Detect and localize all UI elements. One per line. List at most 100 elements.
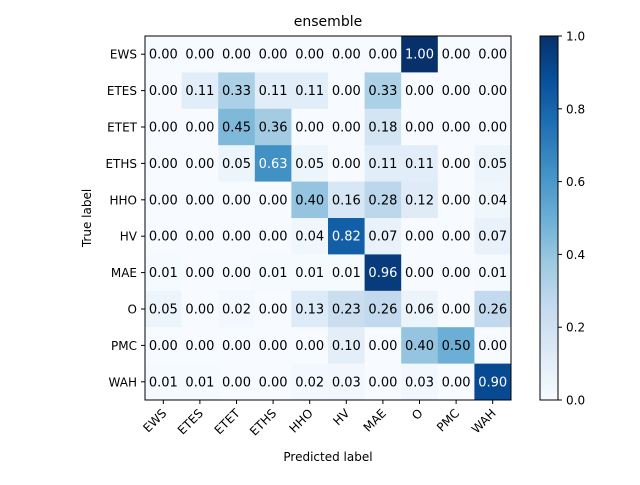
heatmap-cell: [218, 218, 256, 255]
heatmap-cell: [291, 254, 329, 292]
heatmap-cell: [254, 327, 292, 365]
heatmap-cell: [401, 363, 439, 401]
cell-value-label: 0.63: [259, 157, 288, 172]
cell-value-label: 0.00: [405, 121, 434, 136]
heatmap-cell: [181, 181, 219, 219]
cell-value-label: 0.00: [405, 84, 434, 99]
cell-value-label: 0.00: [185, 193, 214, 208]
heatmap-cell: [401, 36, 439, 73]
cell-value-label: 0.00: [368, 339, 397, 354]
cell-value-label: 0.00: [222, 339, 251, 354]
cell-value-label: 0.11: [295, 84, 324, 99]
heatmap-cell: [364, 290, 402, 328]
cell-value-label: 0.00: [295, 339, 324, 354]
colorbar-ticks: 0.0 0.2 0.4 0.6 0.8 1.0: [558, 30, 585, 408]
cell-value-label: 0.00: [442, 121, 471, 136]
heatmap-cell: [474, 363, 512, 401]
heatmap-cell: [254, 254, 292, 292]
y-tick-label: O: [128, 303, 137, 317]
heatmap-cell: [364, 327, 402, 365]
heatmap-cell: [291, 108, 329, 146]
cell-value-label: 0.12: [405, 193, 434, 208]
cell-value-label: 0.00: [442, 193, 471, 208]
heatmap-cell: [254, 72, 292, 110]
heatmap-cell: [218, 254, 256, 292]
cell-value-label: 0.26: [478, 303, 507, 318]
heatmap-cell: [218, 181, 256, 219]
heatmap-cell: [437, 218, 475, 255]
cell-value-label: 0.00: [332, 121, 361, 136]
cell-value-label: 0.23: [332, 303, 361, 318]
cell-value-label: 0.00: [332, 157, 361, 172]
heatmap-cell: [291, 327, 329, 365]
cell-value-label: 0.01: [478, 266, 507, 281]
cell-value-label: 1.00: [405, 48, 434, 63]
cell-value-label: 0.00: [222, 375, 251, 390]
x-tick-label: PMC: [434, 406, 462, 434]
cell-value-label: 0.01: [149, 375, 178, 390]
cell-value-label: 0.11: [259, 84, 288, 99]
cell-value-label: 0.06: [405, 303, 434, 318]
x-tick-label: ETHS: [247, 406, 279, 438]
cell-value-label: 0.00: [442, 48, 471, 63]
cell-value-label: 0.00: [442, 84, 471, 99]
cell-value-label: 0.00: [295, 48, 324, 63]
cell-value-label: 0.00: [368, 48, 397, 63]
heatmap-cell: [291, 72, 329, 110]
cell-value-label: 0.00: [222, 230, 251, 245]
cell-value-label: 0.00: [185, 48, 214, 63]
cell-value-label: 0.01: [259, 266, 288, 281]
cell-value-label: 0.00: [405, 266, 434, 281]
colorbar-tick-label: 1.0: [566, 30, 585, 44]
heatmap-cell: [218, 72, 256, 110]
heatmap-cell: [437, 108, 475, 146]
heatmap-cell: [181, 108, 219, 146]
heatmap-cell: [364, 218, 402, 255]
x-tick-label: WAH: [469, 406, 499, 436]
cell-value-label: 0.01: [332, 266, 361, 281]
x-tick-label: ETET: [212, 406, 243, 437]
cell-value-label: 0.07: [478, 230, 507, 245]
heatmap-cell: [145, 145, 183, 183]
cell-value-label: 0.00: [442, 230, 471, 245]
cell-value-label: 0.00: [149, 84, 178, 99]
heatmap-cell: [474, 72, 512, 110]
cell-value-label: 0.03: [332, 375, 361, 390]
heatmap-cell: [437, 36, 475, 73]
cell-value-label: 0.00: [405, 230, 434, 245]
heatmap-cell: [474, 290, 512, 328]
x-tick-label: ETES: [175, 406, 206, 437]
cell-value-label: 0.00: [259, 339, 288, 354]
cell-value-label: 0.00: [478, 84, 507, 99]
heatmap-cell: [328, 290, 366, 328]
cell-value-label: 0.00: [149, 157, 178, 172]
colorbar-tick-label: 0.4: [566, 248, 585, 262]
cell-value-label: 0.18: [368, 121, 397, 136]
cell-value-label: 0.04: [478, 193, 507, 208]
heatmap-cell: [145, 363, 183, 401]
heatmap-cell: [181, 327, 219, 365]
cell-value-label: 0.00: [185, 157, 214, 172]
heatmap-cell: [218, 36, 256, 73]
heatmap-cell: [474, 145, 512, 183]
heatmap-cell: [364, 36, 402, 73]
cell-value-label: 0.45: [222, 121, 251, 136]
heatmap-cell: [474, 181, 512, 219]
heatmap-cell: [474, 108, 512, 146]
cell-value-label: 0.00: [295, 121, 324, 136]
cell-value-label: 0.02: [295, 375, 324, 390]
cell-value-label: 0.50: [442, 339, 471, 354]
cell-value-label: 0.05: [478, 157, 507, 172]
heatmap-cell: [437, 72, 475, 110]
y-tick-label: ETHS: [105, 157, 137, 171]
colorbar-tick-label: 0.0: [566, 394, 585, 408]
heatmap-cell: [181, 363, 219, 401]
cell-value-label: 0.00: [185, 266, 214, 281]
x-tick-label: EWS: [140, 406, 169, 435]
heatmap-cell: [474, 218, 512, 255]
cell-value-label: 0.00: [259, 375, 288, 390]
heatmap-cell: [254, 108, 292, 146]
heatmap-cell: [401, 254, 439, 292]
